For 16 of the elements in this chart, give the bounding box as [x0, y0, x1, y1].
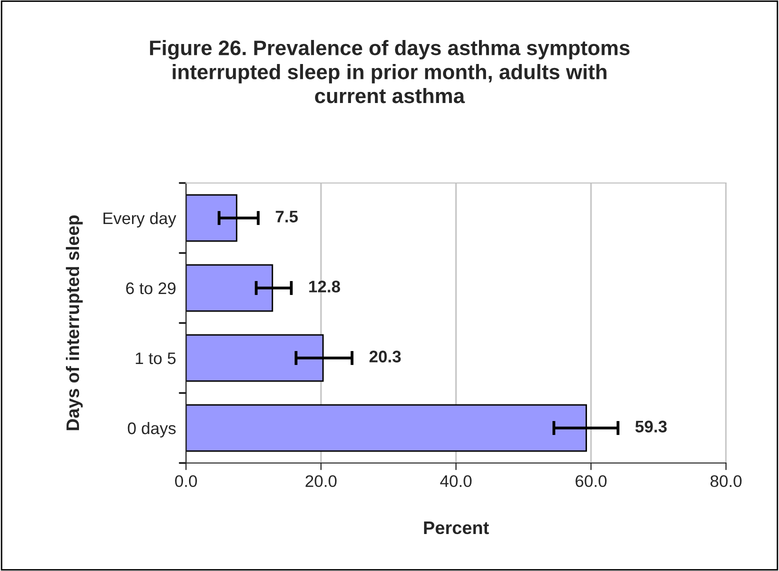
y-tick-label: Every day [104, 212, 176, 228]
chart-title: Figure 26. Prevalence of days asthma symptoms interrupted sleep in prior month, adults with current asthma [150, 40, 630, 104]
x-tick-label: 20.0 [306, 475, 337, 488]
data-label: 12.8 [309, 280, 340, 292]
x-tick-label: 60.0 [576, 475, 607, 488]
x-tick-label: 40.0 [440, 475, 472, 488]
x-axis-title: Percent [424, 522, 489, 534]
x-tick-label: 80.0 [710, 475, 742, 488]
data-label: 20.3 [370, 350, 401, 362]
data-label: 59.3 [635, 420, 667, 432]
data-label: 7.5 [276, 210, 298, 222]
x-tick-label: 0.0 [175, 475, 197, 488]
y-tick-label: 0 days [128, 422, 176, 438]
y-tick-label: 6 to 29 [126, 282, 176, 294]
y-tick-label: 1 to 5 [136, 352, 176, 364]
y-axis-title: Days of interrupted sleep [66, 215, 83, 430]
